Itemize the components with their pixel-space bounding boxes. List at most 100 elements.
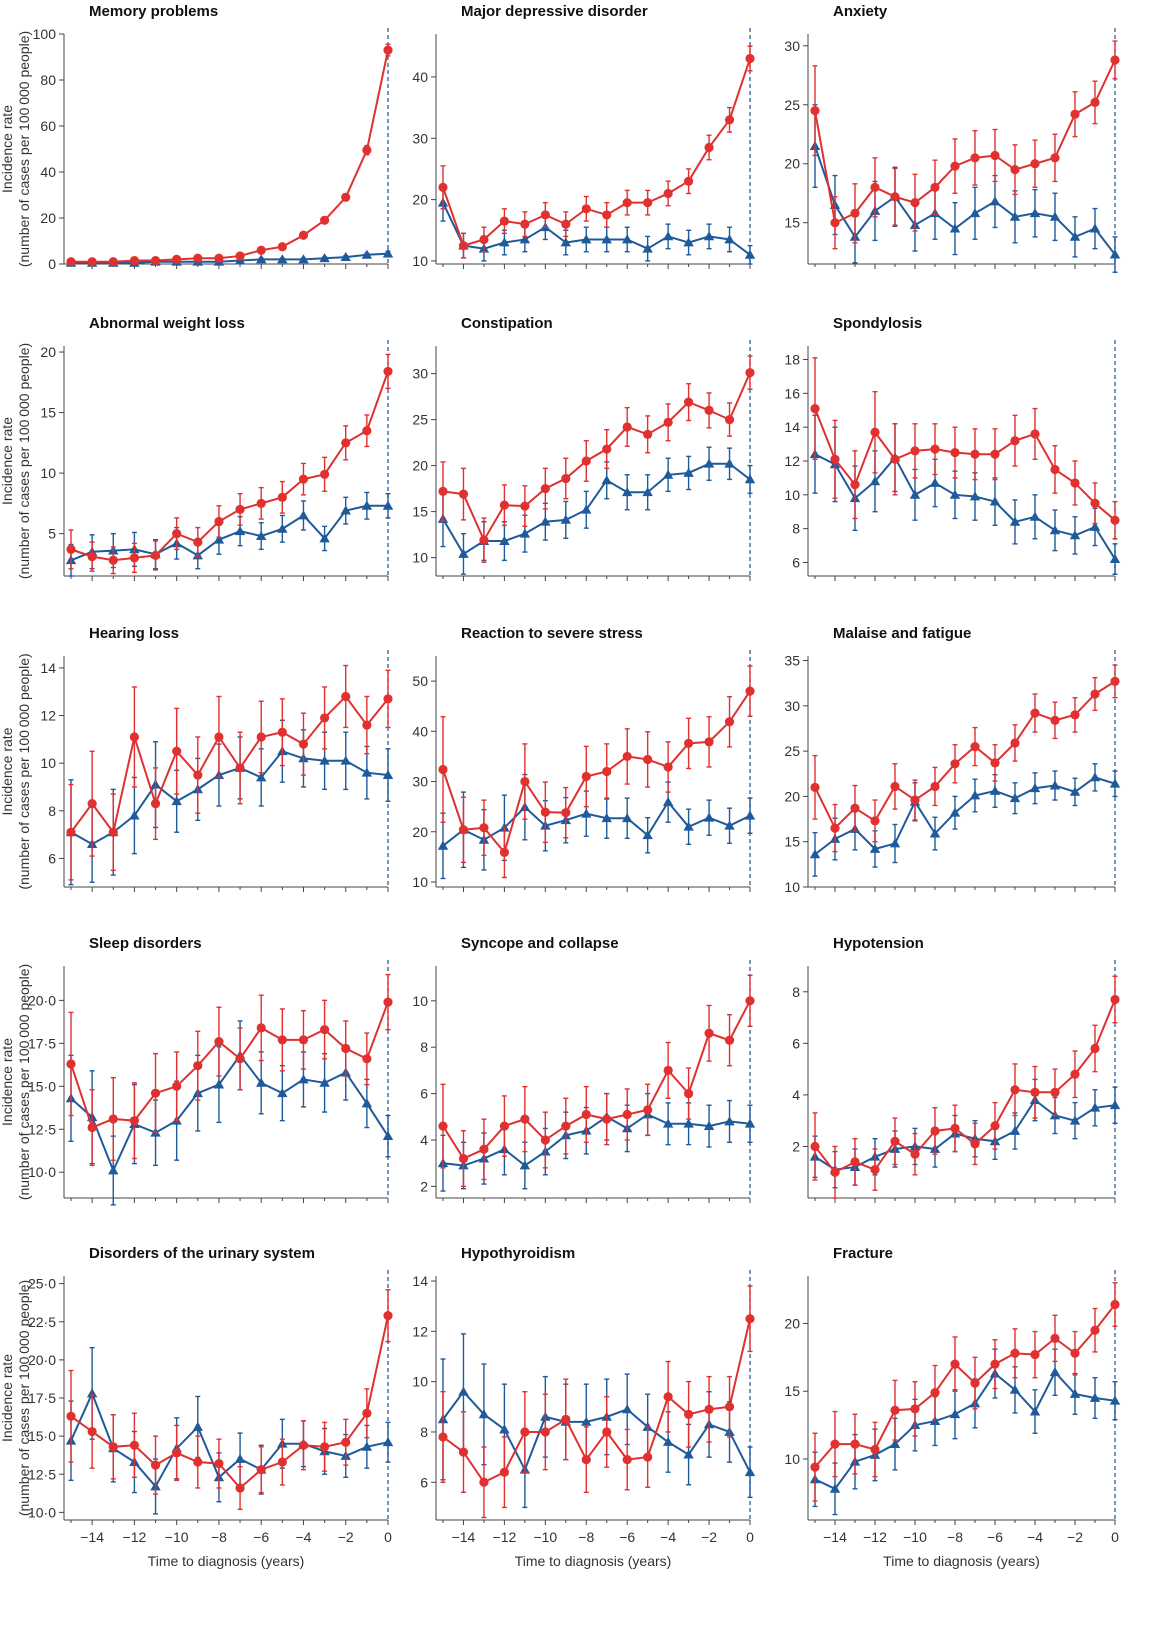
y-axis-title-line2: (number of cases per 100 000 people): [16, 653, 32, 889]
data-point-circle: [172, 1448, 182, 1458]
series-line: [814, 1303, 1116, 1468]
data-point-triangle: [1069, 1388, 1081, 1398]
data-point-circle: [581, 1109, 591, 1120]
x-tick-label: 0: [384, 1529, 392, 1545]
data-point-circle: [341, 691, 351, 702]
series-blue: [437, 1092, 756, 1192]
panel-title: Hypothyroidism: [461, 1245, 575, 1262]
data-point-circle: [383, 694, 393, 704]
y-tick-label: 10: [412, 993, 428, 1009]
y-tick-label: 20: [412, 458, 428, 474]
data-point-circle: [1010, 738, 1020, 748]
data-point-triangle: [437, 840, 449, 850]
chart-panel: Anxiety 15 20 25 30: [784, 3, 1121, 273]
data-point-circle: [298, 739, 309, 749]
series-line: [71, 252, 389, 264]
y-axis-title-line2: (number of cases per 100 000 people): [16, 1280, 32, 1516]
data-point-circle: [870, 816, 880, 826]
y-tick-label: 20: [784, 788, 800, 804]
data-point-triangle: [662, 469, 674, 479]
data-point-circle: [458, 1447, 469, 1457]
data-point-triangle: [340, 505, 351, 515]
data-point-triangle: [298, 1074, 309, 1084]
series-line: [442, 1390, 751, 1473]
data-point-triangle: [889, 838, 901, 848]
data-point-triangle: [1009, 211, 1021, 221]
data-point-triangle: [622, 487, 633, 497]
data-point-circle: [1110, 994, 1120, 1005]
data-point-circle: [1090, 1043, 1100, 1054]
series-line: [70, 371, 389, 562]
data-point-circle: [643, 1452, 653, 1462]
data-point-triangle: [869, 476, 881, 486]
series-line: [442, 1318, 751, 1484]
data-point-circle: [930, 182, 940, 192]
y-tick-label: 4: [420, 1132, 428, 1148]
y-tick-label: 12·5: [28, 1121, 56, 1137]
panel-title: Hearing loss: [89, 625, 179, 642]
data-point-circle: [150, 255, 161, 266]
data-point-circle: [150, 1088, 161, 1098]
series-red: [810, 975, 1120, 1199]
data-point-triangle: [499, 1424, 510, 1434]
data-point-triangle: [319, 253, 330, 263]
data-point-circle: [950, 447, 960, 458]
data-point-circle: [87, 257, 97, 267]
data-point-circle: [499, 1121, 509, 1131]
x-tick-label: −2: [338, 1529, 354, 1545]
y-axis-title: Incidence rate (number of cases per 100 0…: [0, 1280, 32, 1516]
data-point-circle: [362, 1408, 372, 1418]
y-axis-title: Incidence rate (number of cases per 100 0…: [0, 653, 32, 889]
data-point-circle: [540, 1427, 550, 1437]
y-tick-label: 14: [40, 660, 56, 676]
data-point-triangle: [724, 234, 735, 244]
data-point-circle: [1110, 1299, 1120, 1310]
y-tick-label: 6: [792, 554, 800, 570]
x-tick-label: −4: [660, 1529, 676, 1545]
panel-title: Memory problems: [89, 3, 218, 20]
data-point-circle: [172, 529, 182, 539]
x-tick-label: −6: [619, 1529, 635, 1545]
data-point-circle: [458, 825, 469, 835]
data-point-circle: [724, 1402, 735, 1412]
series-line: [442, 1000, 751, 1160]
data-point-triangle: [1009, 516, 1021, 526]
panel-title: Anxiety: [833, 3, 888, 20]
data-point-triangle: [581, 808, 592, 818]
data-point-circle: [150, 799, 161, 809]
y-tick-label: 0: [48, 256, 56, 272]
data-point-triangle: [361, 1098, 373, 1108]
data-point-circle: [1070, 1069, 1080, 1079]
data-point-circle: [930, 1126, 940, 1136]
data-point-circle: [950, 759, 960, 769]
data-point-triangle: [319, 533, 330, 543]
data-point-circle: [850, 208, 860, 218]
data-point-circle: [1110, 515, 1120, 525]
data-point-circle: [256, 732, 266, 742]
data-point-triangle: [519, 234, 531, 244]
data-point-circle: [1070, 109, 1080, 119]
data-point-triangle: [1109, 553, 1121, 563]
data-point-circle: [684, 738, 694, 748]
data-point-circle: [383, 45, 393, 55]
y-tick-label: 25: [412, 412, 428, 428]
data-point-triangle: [1109, 249, 1121, 259]
series-line: [70, 694, 389, 835]
data-point-circle: [298, 1035, 309, 1045]
data-point-circle: [970, 741, 980, 752]
data-point-triangle: [744, 810, 756, 820]
y-tick-label: 20: [40, 210, 56, 226]
panel-title: Disorders of the urinary system: [89, 1245, 315, 1262]
x-tick-label: −8: [578, 1529, 594, 1545]
data-point-triangle: [744, 1118, 756, 1128]
data-point-circle: [910, 1149, 920, 1159]
data-point-circle: [1030, 1350, 1040, 1360]
data-point-circle: [214, 253, 224, 263]
data-point-circle: [684, 1409, 694, 1419]
y-tick-label: 4: [792, 1087, 800, 1103]
data-point-triangle: [703, 231, 715, 241]
data-point-circle: [540, 210, 550, 220]
series-line: [70, 504, 388, 562]
data-point-triangle: [683, 1449, 694, 1459]
